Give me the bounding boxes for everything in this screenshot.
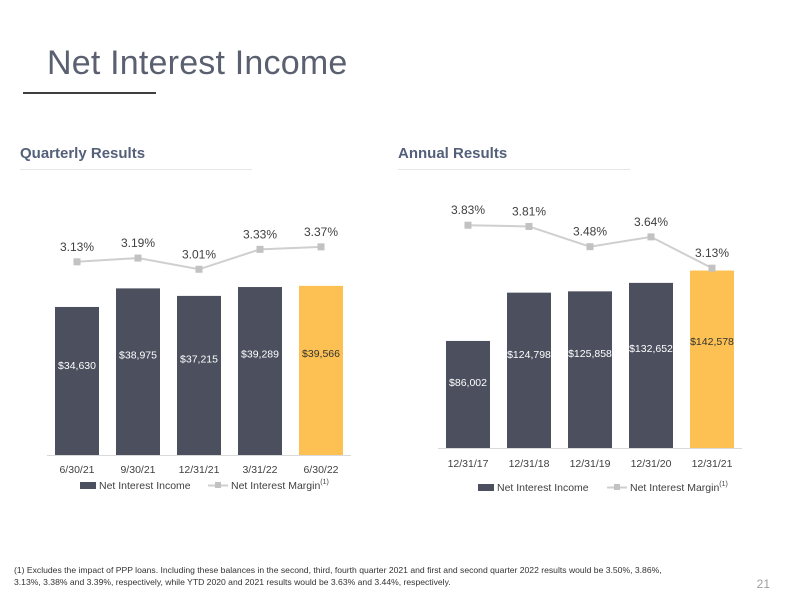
- chart1-legend-bar-label: Net Interest Income: [497, 482, 589, 494]
- chart0-legend-line-label: Net Interest Margin: [231, 480, 320, 492]
- chart0-bar-0: [55, 306, 99, 455]
- chart1-bar-4: [690, 270, 734, 448]
- chart0-margin-marker-3: [256, 245, 264, 253]
- chart1-category-label-3: 12/31/20: [631, 458, 672, 470]
- chart0-margin-label-1: 3.19%: [121, 236, 155, 250]
- chart0-bar-label-3: $39,289: [241, 349, 279, 361]
- page-number: 21: [756, 577, 770, 591]
- footnote: (1) Excludes the impact of PPP loans. In…: [14, 565, 662, 587]
- chart0-bar-label-1: $38,975: [119, 349, 157, 361]
- chart0-category-label-1: 9/30/21: [120, 464, 155, 476]
- chart0-legend-bar-swatch: [80, 482, 96, 489]
- chart0-category-label-3: 3/31/22: [242, 464, 277, 476]
- chart1-bar-label-0: $86,002: [449, 377, 487, 389]
- chart0-margin-marker-2: [195, 265, 203, 273]
- chart1-bar-label-1: $124,798: [507, 349, 551, 361]
- chart1-bar-label-3: $132,652: [629, 343, 673, 355]
- chart1-category-label-2: 12/31/19: [570, 458, 611, 470]
- chart1-bar-label-2: $125,858: [568, 348, 612, 360]
- chart1-category-label-4: 12/31/21: [692, 458, 733, 470]
- chart0-bar-2: [177, 295, 221, 455]
- chart0-margin-label-3: 3.33%: [243, 227, 277, 241]
- chart1-margin-label-2: 3.48%: [573, 225, 607, 239]
- chart1-margin-label-0: 3.83%: [451, 203, 485, 217]
- chart0-bar-4: [299, 285, 343, 455]
- chart1-bar-3: [629, 282, 673, 448]
- chart1-margin-marker-0: [464, 221, 472, 229]
- chart1-margin-label-3: 3.64%: [634, 215, 668, 229]
- chart0-legend-superscript: (1): [320, 479, 329, 486]
- chart1-category-label-0: 12/31/17: [448, 458, 489, 470]
- chart1-legend-line-marker: [614, 484, 620, 490]
- chart1-category-label-1: 12/31/18: [509, 458, 550, 470]
- chart0-margin-marker-1: [134, 254, 142, 262]
- page-title: Net Interest Income: [47, 44, 348, 82]
- chart0-margin-marker-4: [317, 243, 325, 251]
- chart0-bar-label-2: $37,215: [180, 354, 218, 366]
- chart1-margin-label-4: 3.13%: [695, 246, 729, 260]
- chart1-legend-superscript: (1): [719, 481, 728, 488]
- chart1-bar-label-4: $142,578: [690, 336, 734, 348]
- quarterly-heading-rule: [20, 169, 252, 170]
- chart1-bar-1: [507, 292, 551, 448]
- quarterly-results-heading: Quarterly Results: [20, 145, 146, 162]
- chart0-margin-marker-0: [73, 258, 81, 266]
- chart1-bar-2: [568, 291, 612, 448]
- chart1-margin-marker-4: [708, 264, 716, 272]
- chart0-bar-label-4: $39,566: [302, 348, 340, 360]
- chart1-bar-0: [446, 340, 490, 448]
- chart1-margin-label-1: 3.81%: [512, 204, 546, 218]
- chart0-category-label-0: 6/30/21: [59, 464, 94, 476]
- chart0-margin-label-2: 3.01%: [182, 247, 216, 261]
- chart1-legend-bar-swatch: [478, 484, 494, 491]
- chart0-margin-label-4: 3.37%: [304, 225, 338, 239]
- chart0-bar-1: [116, 288, 160, 455]
- chart1-margin-marker-2: [586, 243, 594, 251]
- chart0-margin-label-0: 3.13%: [60, 240, 94, 254]
- chart1-margin-marker-1: [525, 222, 533, 230]
- annual-results-heading: Annual Results: [398, 145, 508, 162]
- chart0-category-label-4: 6/30/22: [303, 464, 338, 476]
- chart1-margin-marker-3: [647, 233, 655, 241]
- chart1-legend-line-label: Net Interest Margin: [630, 482, 719, 494]
- annual-heading-rule: [398, 169, 630, 170]
- chart0-bar-3: [238, 287, 282, 455]
- title-underline: [23, 92, 156, 94]
- chart0-legend-bar-label: Net Interest Income: [99, 480, 191, 492]
- chart0-bar-label-0: $34,630: [58, 360, 96, 372]
- chart0-category-label-2: 12/31/21: [179, 464, 220, 476]
- chart0-legend-line-marker: [215, 482, 221, 488]
